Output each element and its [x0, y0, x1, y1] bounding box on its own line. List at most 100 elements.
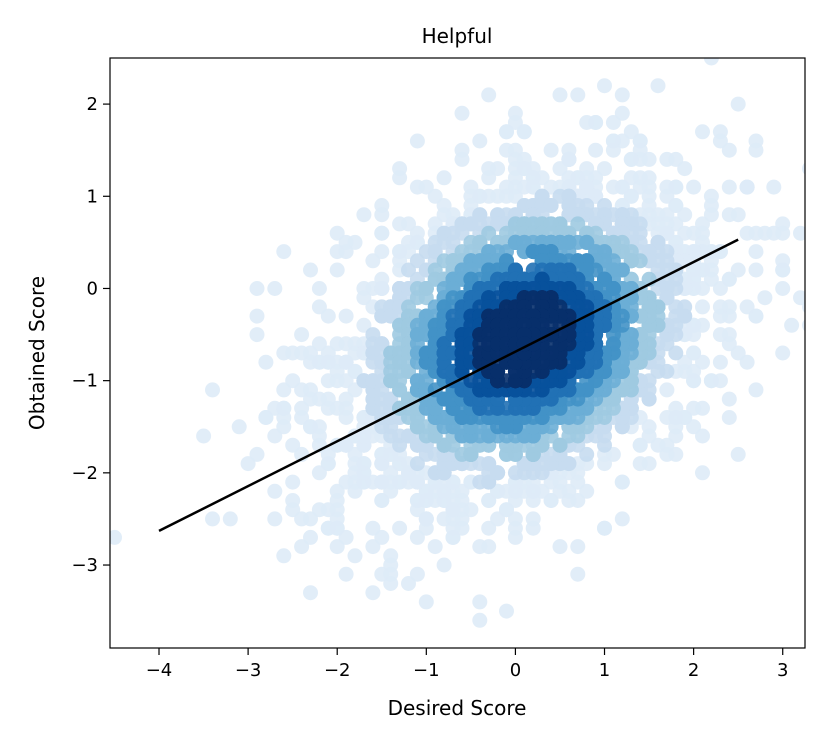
data-point — [392, 170, 408, 186]
data-point — [730, 262, 746, 278]
data-point — [614, 87, 630, 103]
data-point — [365, 520, 381, 536]
plot-frame — [109, 57, 806, 649]
data-point — [793, 225, 805, 241]
data-point — [552, 87, 568, 103]
data-point — [721, 142, 737, 158]
data-point — [730, 96, 746, 112]
y-axis-label: Obtained Score — [25, 276, 49, 430]
data-point — [427, 539, 443, 555]
data-point — [267, 483, 283, 499]
data-point — [677, 161, 693, 177]
data-point — [436, 557, 452, 573]
data-point — [401, 576, 416, 591]
data-point — [793, 290, 805, 306]
data-point — [775, 345, 791, 361]
data-point — [552, 539, 568, 555]
data-point — [641, 419, 657, 435]
data-point — [472, 594, 488, 610]
data-point — [267, 281, 283, 296]
data-point — [695, 465, 710, 481]
data-point — [347, 234, 363, 250]
data-point — [748, 382, 764, 398]
data-point — [543, 198, 559, 213]
data-point — [570, 539, 586, 555]
data-point — [499, 124, 514, 140]
data-point — [205, 382, 220, 398]
data-point — [748, 244, 764, 260]
data-point — [454, 105, 470, 121]
data-point — [802, 319, 805, 332]
data-point — [249, 446, 265, 462]
data-point — [784, 317, 800, 333]
data-point — [516, 336, 532, 352]
data-point — [570, 566, 586, 582]
data-point — [650, 78, 666, 94]
data-point — [659, 382, 675, 398]
data-point — [712, 354, 728, 370]
data-point — [695, 299, 710, 315]
data-point — [525, 511, 541, 527]
y-tick-label: 1 — [87, 186, 98, 207]
data-point — [374, 244, 390, 260]
data-point — [249, 281, 265, 296]
data-point — [472, 133, 488, 149]
data-point — [374, 207, 390, 223]
data-point — [249, 327, 265, 343]
data-point — [303, 585, 318, 601]
data-point — [285, 493, 301, 508]
data-point — [409, 566, 425, 582]
data-point — [739, 179, 755, 195]
data-point — [507, 115, 523, 130]
data-point — [231, 419, 247, 435]
data-point — [712, 299, 728, 315]
data-point — [623, 188, 639, 204]
data-point — [802, 162, 805, 175]
data-point — [748, 262, 764, 278]
data-point — [472, 539, 488, 555]
data-point — [276, 244, 292, 260]
data-point — [383, 548, 399, 564]
data-point — [338, 566, 354, 582]
y-tick-label: −1 — [71, 371, 98, 392]
data-point — [418, 594, 434, 610]
data-point — [775, 281, 791, 296]
y-tick-label: −3 — [71, 555, 98, 576]
x-tick-label: −4 — [146, 660, 173, 681]
data-point — [347, 548, 363, 564]
data-point — [436, 170, 452, 186]
data-point — [365, 585, 381, 601]
data-point — [454, 151, 470, 167]
data-point — [570, 87, 586, 103]
data-point — [276, 400, 292, 416]
data-point — [605, 179, 621, 195]
data-point — [597, 520, 612, 536]
data-point — [748, 142, 764, 158]
data-point — [721, 207, 737, 223]
data-point — [605, 142, 621, 158]
data-point — [712, 281, 728, 296]
data-point — [392, 520, 408, 536]
x-axis-label: Desired Score — [388, 696, 527, 720]
data-point — [356, 317, 372, 333]
data-point — [276, 548, 292, 564]
data-point — [695, 124, 710, 140]
data-point — [401, 216, 416, 232]
y-axis: −3 −2 −1 0 1 2 — [71, 94, 110, 576]
data-point — [205, 511, 220, 527]
data-point — [588, 142, 604, 158]
data-point — [703, 373, 719, 389]
data-point — [249, 308, 265, 324]
data-point — [320, 308, 336, 324]
data-point — [570, 216, 586, 232]
fit-line — [158, 238, 739, 533]
data-point — [686, 419, 702, 435]
data-point — [356, 290, 372, 306]
data-point — [730, 446, 746, 462]
data-point — [294, 327, 310, 343]
data-point — [472, 612, 488, 628]
data-point — [303, 262, 318, 278]
x-tick-label: −2 — [324, 660, 351, 681]
data-point — [445, 474, 461, 490]
data-point — [267, 428, 283, 444]
